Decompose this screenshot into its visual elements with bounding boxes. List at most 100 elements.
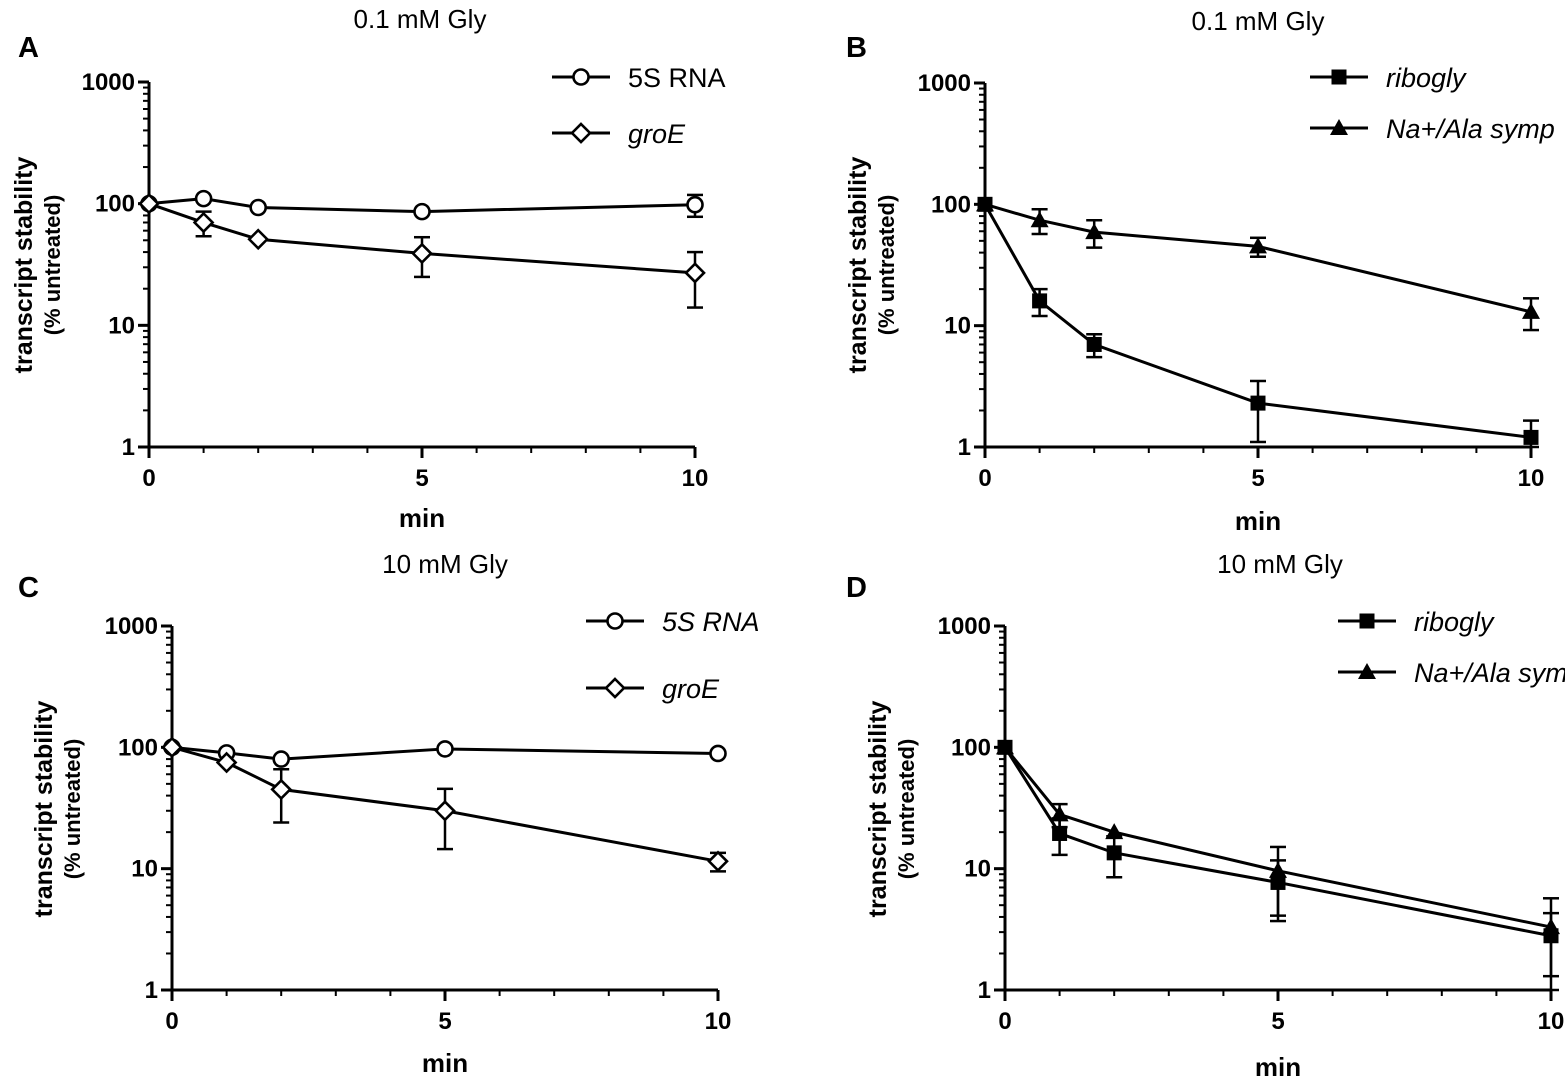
data-point [709, 744, 727, 763]
y-tick-label: 100 [951, 734, 991, 761]
data-point [976, 195, 994, 212]
panel-title: 10 mM Gly [382, 549, 508, 579]
legend-marker [604, 677, 626, 699]
data-point [1269, 861, 1287, 878]
panel-title: 0.1 mM Gly [1192, 6, 1325, 36]
legend-label: Na+/Ala sym [1414, 658, 1565, 688]
x-tick-label: 0 [998, 1008, 1011, 1035]
legend-label: 5S RNA [662, 607, 760, 637]
data-point [1105, 823, 1124, 840]
legend: 5S RNA groE [586, 607, 760, 704]
y-tick-label: 1000 [938, 613, 991, 640]
y-axis-sublabel: (% untreated) [894, 739, 919, 880]
data-point [1523, 429, 1539, 445]
y-tick-label: 100 [95, 191, 135, 218]
x-tick-labels: 0 5 10 [165, 1008, 731, 1035]
y-tick-label: 1 [122, 434, 135, 461]
x-tick-labels: 0 5 10 [142, 465, 708, 492]
legend-item: Na+/Ala sym [1338, 658, 1565, 688]
data-point [215, 751, 238, 774]
y-tick-label: 1 [978, 977, 991, 1004]
data-point [707, 850, 729, 873]
data-point [1249, 237, 1267, 254]
panel-title: 10 mM Gly [1217, 549, 1343, 579]
legend-label: ribogly [1386, 63, 1467, 93]
legend-item: 5S RNA [586, 607, 760, 637]
legend: ribogly Na+/Ala symp [1310, 63, 1555, 144]
data-point [436, 740, 454, 758]
y-tick-label: 100 [931, 191, 971, 218]
series-5s-rna [163, 738, 727, 768]
data-point [1106, 845, 1122, 861]
data-point [272, 750, 291, 768]
y-tick-label: 10 [108, 312, 135, 339]
legend-item: groE [586, 674, 720, 704]
legend-label: 5S RNA [628, 63, 726, 93]
y-tick-label: 1 [958, 434, 971, 461]
data-point [247, 228, 270, 251]
x-tick-label: 5 [415, 465, 428, 492]
x-tick-label: 10 [1538, 1008, 1565, 1035]
data-point [1085, 223, 1104, 240]
plot-area [996, 738, 1560, 992]
x-tick-label: 10 [682, 465, 709, 492]
panel-label: C [18, 572, 39, 604]
y-tick-label: 1 [145, 977, 158, 1004]
data-point [249, 198, 268, 217]
data-point [1030, 211, 1049, 228]
x-tick-labels: 0 5 10 [978, 465, 1544, 492]
x-tick-label: 5 [438, 1008, 451, 1035]
y-axis-sublabel: (% untreated) [874, 195, 899, 336]
y-tick-label: 10 [964, 856, 991, 883]
legend-marker [1331, 69, 1347, 85]
data-point [413, 202, 431, 221]
data-point [411, 242, 433, 265]
panel-label: D [846, 572, 867, 604]
data-point [1052, 825, 1068, 841]
data-point [686, 195, 704, 214]
data-point [1032, 293, 1048, 309]
panel-label: A [18, 32, 39, 64]
x-tick-label: 10 [1518, 465, 1545, 492]
data-point [1250, 395, 1266, 411]
x-tick-labels: 0 5 10 [998, 1008, 1564, 1035]
x-tick-label: 10 [705, 1008, 732, 1035]
y-axis-label: transcript stability [30, 701, 58, 918]
legend-item: ribogly [1310, 63, 1467, 93]
series-groe [161, 736, 729, 873]
data-point [270, 778, 293, 801]
legend-label: groE [662, 674, 720, 704]
y-tick-label: 1000 [918, 70, 971, 97]
legend: ribogly Na+/Ala sym [1338, 607, 1565, 688]
y-axis-label: transcript stability [864, 701, 892, 918]
legend-label: Na+/Ala symp [1386, 114, 1555, 144]
plot-area [161, 736, 729, 873]
x-axis-label: min [399, 503, 445, 533]
y-axis-label: transcript stability [10, 157, 38, 374]
legend-item: ribogly [1338, 607, 1495, 637]
legend-marker [606, 612, 624, 630]
legend-marker [1330, 119, 1348, 135]
series-na-ala-symp [976, 195, 1540, 332]
y-tick-label: 10 [944, 313, 971, 340]
x-tick-label: 0 [165, 1008, 178, 1035]
plot-area [138, 189, 706, 309]
legend-label: ribogly [1414, 607, 1495, 637]
x-axis-label: min [422, 1048, 468, 1078]
y-tick-label: 1000 [82, 69, 135, 96]
y-axis-label: transcript stability [844, 157, 872, 374]
data-point [194, 189, 213, 208]
series-line [984, 202, 1532, 314]
panel-title: 0.1 mM Gly [354, 4, 487, 34]
data-point [1522, 302, 1540, 319]
y-tick-label: 10 [131, 856, 158, 883]
series-5s-rna [140, 189, 704, 221]
series-ribogly [977, 196, 1539, 449]
x-tick-label: 5 [1271, 1008, 1284, 1035]
x-tick-label: 5 [1251, 465, 1264, 492]
